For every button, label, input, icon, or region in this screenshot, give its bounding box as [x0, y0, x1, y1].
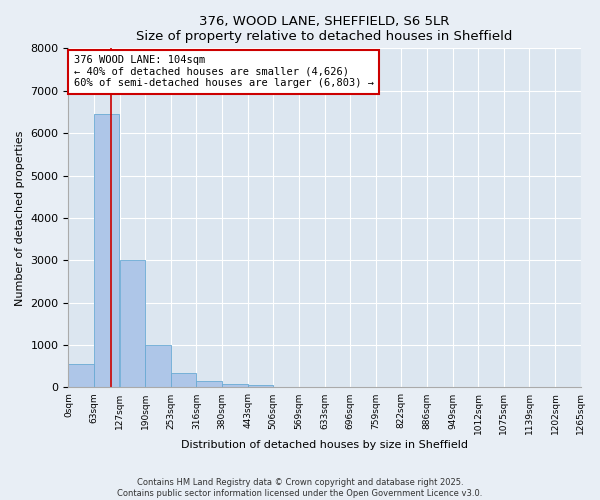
- X-axis label: Distribution of detached houses by size in Sheffield: Distribution of detached houses by size …: [181, 440, 468, 450]
- Bar: [248, 386, 273, 388]
- Bar: [196, 381, 222, 388]
- Text: Contains HM Land Registry data © Crown copyright and database right 2025.
Contai: Contains HM Land Registry data © Crown c…: [118, 478, 482, 498]
- Y-axis label: Number of detached properties: Number of detached properties: [15, 130, 25, 306]
- Bar: [94, 114, 119, 388]
- Bar: [120, 260, 145, 388]
- Title: 376, WOOD LANE, SHEFFIELD, S6 5LR
Size of property relative to detached houses i: 376, WOOD LANE, SHEFFIELD, S6 5LR Size o…: [136, 15, 512, 43]
- Text: 376 WOOD LANE: 104sqm
← 40% of detached houses are smaller (4,626)
60% of semi-d: 376 WOOD LANE: 104sqm ← 40% of detached …: [74, 55, 374, 88]
- Bar: [171, 372, 196, 388]
- Bar: [68, 364, 94, 388]
- Bar: [222, 384, 248, 388]
- Bar: [145, 345, 171, 388]
